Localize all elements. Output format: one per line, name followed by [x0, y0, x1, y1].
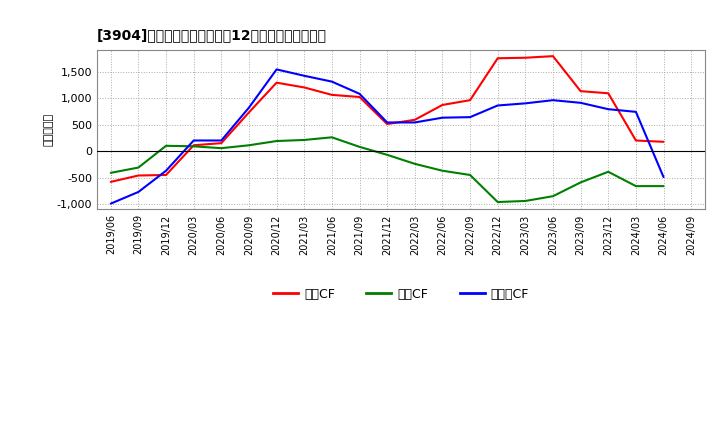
投資CF	[438, 168, 446, 173]
投資CF	[549, 194, 557, 199]
フリーCF	[576, 100, 585, 106]
営業CF	[383, 121, 392, 127]
投資CF	[300, 137, 309, 143]
投資CF	[631, 183, 640, 189]
投資CF	[217, 146, 225, 151]
フリーCF	[383, 120, 392, 125]
営業CF	[162, 172, 171, 178]
投資CF	[383, 152, 392, 158]
営業CF	[272, 80, 281, 85]
フリーCF	[189, 138, 198, 143]
フリーCF	[355, 91, 364, 96]
フリーCF	[107, 201, 115, 206]
投資CF	[245, 143, 253, 148]
Legend: 営業CF, 投資CF, フリーCF: 営業CF, 投資CF, フリーCF	[268, 282, 534, 305]
営業CF	[300, 85, 309, 90]
フリーCF	[300, 73, 309, 78]
Y-axis label: （百万円）: （百万円）	[44, 114, 54, 147]
フリーCF	[660, 174, 668, 180]
フリーCF	[162, 168, 171, 173]
投資CF	[328, 135, 336, 140]
営業CF	[493, 55, 502, 61]
フリーCF	[521, 101, 530, 106]
Line: 投資CF: 投資CF	[111, 137, 664, 202]
営業CF	[438, 103, 446, 108]
営業CF	[660, 139, 668, 144]
営業CF	[466, 98, 474, 103]
投資CF	[410, 161, 419, 166]
フリーCF	[410, 120, 419, 125]
投資CF	[521, 198, 530, 204]
営業CF	[189, 143, 198, 148]
フリーCF	[604, 106, 613, 112]
営業CF	[521, 55, 530, 60]
営業CF	[328, 92, 336, 98]
フリーCF	[272, 67, 281, 72]
営業CF	[217, 140, 225, 146]
フリーCF	[328, 79, 336, 84]
営業CF	[107, 179, 115, 184]
Line: フリーCF: フリーCF	[111, 70, 664, 204]
フリーCF	[134, 189, 143, 194]
営業CF	[355, 94, 364, 99]
投資CF	[189, 144, 198, 149]
投資CF	[493, 199, 502, 205]
営業CF	[631, 138, 640, 143]
フリーCF	[217, 138, 225, 143]
投資CF	[604, 169, 613, 174]
投資CF	[134, 165, 143, 170]
営業CF	[549, 54, 557, 59]
Text: [3904]　キャッシュフローの12か月移動合計の推移: [3904] キャッシュフローの12か月移動合計の推移	[97, 28, 327, 42]
フリーCF	[493, 103, 502, 108]
フリーCF	[245, 105, 253, 110]
Line: 営業CF: 営業CF	[111, 56, 664, 182]
投資CF	[466, 172, 474, 178]
投資CF	[107, 170, 115, 176]
投資CF	[162, 143, 171, 148]
営業CF	[245, 110, 253, 115]
フリーCF	[466, 114, 474, 120]
営業CF	[604, 91, 613, 96]
投資CF	[576, 180, 585, 185]
フリーCF	[549, 98, 557, 103]
営業CF	[576, 88, 585, 94]
投資CF	[355, 144, 364, 150]
投資CF	[272, 139, 281, 144]
営業CF	[410, 117, 419, 122]
フリーCF	[631, 109, 640, 114]
営業CF	[134, 173, 143, 178]
投資CF	[660, 183, 668, 189]
フリーCF	[438, 115, 446, 120]
